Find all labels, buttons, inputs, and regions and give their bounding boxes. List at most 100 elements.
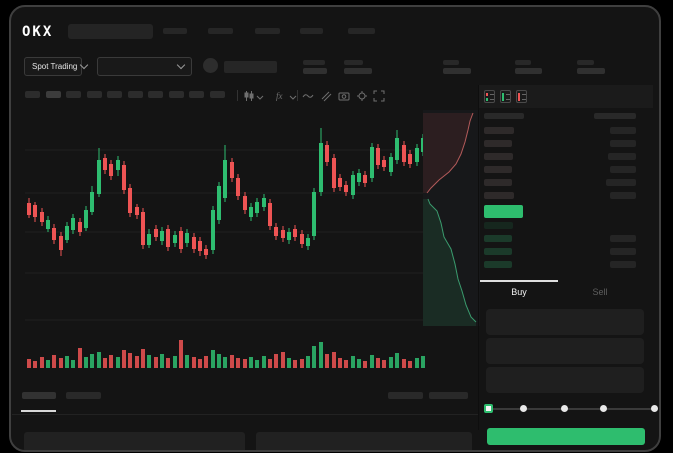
volume-bar [370,355,374,368]
candle-body [173,235,177,243]
row-line [490,99,494,100]
candle-body [243,196,247,210]
ask-price[interactable] [484,192,514,199]
candle-body [65,226,69,240]
volume-bar [147,355,151,368]
stat-value-placeholder [303,68,327,74]
nav-item[interactable] [255,28,280,34]
volume-bar [78,348,82,368]
volume-bar [287,358,291,368]
timeframe-button[interactable] [25,91,40,98]
volume-bar [395,353,399,368]
candle-body [262,198,266,207]
slider-stop[interactable] [651,405,658,412]
tab-sell[interactable]: Sell [592,287,608,297]
timeframe-button[interactable] [66,91,81,98]
okx-logo[interactable]: OKX [22,24,54,40]
draw-tools-icon[interactable] [320,90,332,102]
wave-icon[interactable] [302,90,314,102]
candle-body [179,231,183,249]
pair-name-placeholder [224,61,277,73]
volume-bar [402,359,406,368]
slider-stop[interactable] [600,405,607,412]
candle-body [338,178,342,187]
volume-bar [268,359,272,368]
bottom-action[interactable] [429,392,468,399]
volume-bar [65,356,69,368]
bid-price[interactable] [484,248,512,255]
volume-bar [243,359,247,368]
timeframe-button[interactable] [127,91,143,98]
ask-mark [486,93,488,96]
candle-body [382,160,386,167]
stat-label-placeholder [344,60,363,65]
tab-buy[interactable]: Buy [511,287,527,297]
candlestick-icon[interactable] [243,90,255,102]
timeframe-button[interactable] [148,91,163,98]
nav-item[interactable] [300,28,323,34]
chevron-down-icon[interactable] [289,93,297,101]
volume-bar [40,357,44,368]
ask-price[interactable] [484,153,513,160]
nav-item[interactable] [208,28,233,34]
volume-bar [357,359,361,368]
slider-handle[interactable] [484,404,493,413]
indicators-icon[interactable]: fx [275,90,287,102]
book-both-icon[interactable] [484,90,495,103]
timeframe-button[interactable] [189,91,204,98]
ask-price[interactable] [484,166,512,173]
bottom-action[interactable] [388,392,423,399]
search-input[interactable] [68,24,153,39]
bid-price[interactable] [484,235,512,242]
price-input[interactable] [486,309,644,335]
buy-submit-button[interactable] [487,428,645,445]
ask-amount [610,140,636,147]
ask-price[interactable] [484,140,512,147]
bid-price[interactable] [484,222,513,229]
fullscreen-icon[interactable] [373,90,385,102]
history-panel-placeholder[interactable] [256,432,472,450]
slider-stop[interactable] [520,405,527,412]
chevron-down-icon[interactable] [256,93,264,101]
total-input[interactable] [486,367,644,393]
candle-body [300,234,304,244]
candle-body [97,160,101,194]
slider-stop[interactable] [561,405,568,412]
ask-price[interactable] [484,127,514,134]
pair-selector[interactable] [97,57,192,76]
pair-avatar [203,58,218,73]
market-type-selector[interactable]: Spot Trading [24,57,89,76]
settings-gear-icon[interactable] [356,90,368,102]
candlestick-chart[interactable] [25,110,425,372]
volume-bar [300,359,304,368]
volume-bar [332,352,336,368]
candle-body [103,158,107,170]
active-tab-indicator [480,280,558,282]
candle-body [223,160,227,198]
nav-item[interactable] [348,28,375,34]
bottom-tab[interactable] [66,392,101,399]
candle-body [78,222,82,232]
camera-icon[interactable] [338,90,350,102]
timeframe-button[interactable] [168,91,184,98]
depth-chart[interactable] [423,110,480,326]
volume-bar [230,355,234,368]
timeframe-button[interactable] [45,91,61,98]
last-price-pill[interactable] [484,205,523,218]
nav-item[interactable] [163,28,187,34]
timeframe-button[interactable] [86,91,102,98]
amount-input[interactable] [486,338,644,364]
orderbook-price-header [484,113,524,119]
amount-slider-track[interactable] [489,408,654,410]
book-asks-icon[interactable] [516,90,527,103]
ask-price[interactable] [484,179,512,186]
candle-body [255,202,259,213]
bottom-tab[interactable] [22,392,56,399]
timeframe-button[interactable] [209,91,225,98]
timeframe-button[interactable] [107,91,122,98]
volume-bar [154,357,158,368]
orders-panel-placeholder[interactable] [24,432,245,450]
bid-price[interactable] [484,261,512,268]
candle-body [46,220,50,229]
book-bids-icon[interactable] [500,90,511,103]
